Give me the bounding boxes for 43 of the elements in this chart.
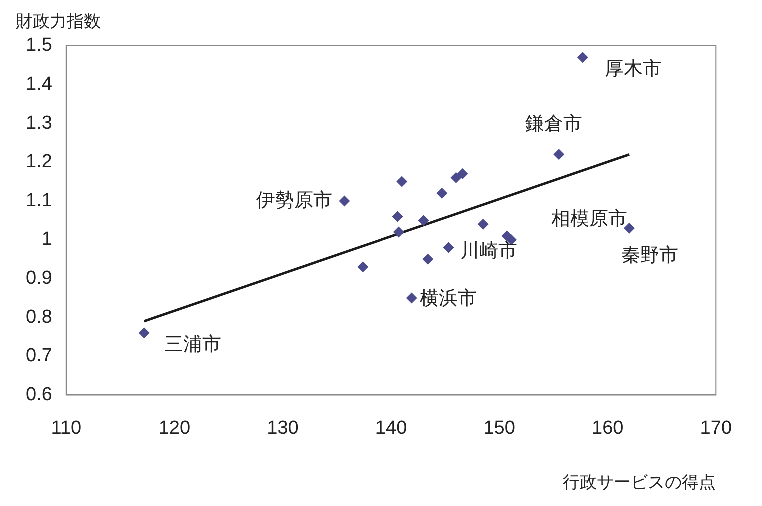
y-tick-label: 1 xyxy=(42,229,52,250)
annotation: 横浜市 xyxy=(420,288,478,310)
point xyxy=(577,52,588,64)
annotation: 秦野市 xyxy=(622,244,679,267)
x-tick-label: 130 xyxy=(267,418,299,439)
point xyxy=(339,196,350,207)
x-tick-label: 160 xyxy=(592,418,624,439)
annotation: 厚木市 xyxy=(604,58,662,80)
annotation: 相模原市 xyxy=(551,208,628,230)
point xyxy=(443,242,454,254)
y-tick-label: 1.4 xyxy=(26,74,53,96)
y-tick-label: 1.5 xyxy=(26,35,52,56)
annotation: 伊勢原市 xyxy=(256,189,333,212)
x-tick-label: 110 xyxy=(51,418,82,439)
y-axis-title: 財政力指数 xyxy=(16,12,101,32)
y-tick-label: 0.9 xyxy=(26,268,52,290)
y-tick-label: 0.6 xyxy=(26,384,52,406)
point xyxy=(406,292,418,304)
y-tick-label: 0.7 xyxy=(26,346,52,367)
annotation: 鎌倉市 xyxy=(526,112,583,135)
y-tick-label: 1.2 xyxy=(26,152,52,173)
annotation: 川崎市 xyxy=(460,240,518,262)
point xyxy=(393,226,404,238)
point xyxy=(457,168,468,180)
x-tick-label: 170 xyxy=(700,418,732,439)
x-axis-title: 行政サービスの得点 xyxy=(563,473,716,492)
point xyxy=(396,176,408,188)
point xyxy=(554,149,565,160)
y-tick-label: 1.1 xyxy=(26,190,52,212)
point xyxy=(418,215,430,226)
x-tick-label: 120 xyxy=(158,418,191,439)
point xyxy=(422,254,434,265)
y-tick-label: 0.8 xyxy=(26,306,52,328)
annotation: 三浦市 xyxy=(164,333,222,356)
x-tick-label: 140 xyxy=(375,418,408,439)
point xyxy=(358,262,369,273)
point xyxy=(392,211,404,222)
point xyxy=(450,172,462,184)
point xyxy=(138,328,150,339)
y-tick-label: 1.3 xyxy=(26,112,52,134)
x-tick-label: 150 xyxy=(484,418,516,439)
point xyxy=(436,188,448,199)
point xyxy=(478,218,489,230)
